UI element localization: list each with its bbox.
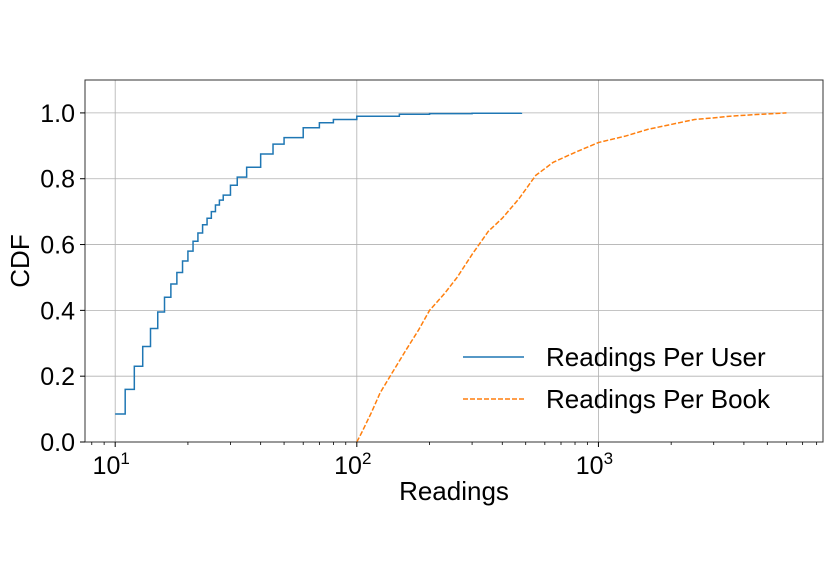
y-tick-label: 0.4 xyxy=(40,297,75,325)
x-tick-exponent: 2 xyxy=(362,449,371,468)
legend: Readings Per User Readings Per Book xyxy=(463,342,771,414)
y-tick-label: 0.8 xyxy=(40,166,75,194)
x-tick-base: 10 xyxy=(334,452,362,480)
x-tick-label: 101 xyxy=(93,449,130,480)
series-lines xyxy=(115,112,787,443)
series-line-readings-per-book xyxy=(356,112,787,443)
x-tick-base: 10 xyxy=(576,452,604,480)
x-tick-exponent: 3 xyxy=(604,449,613,468)
x-tick-label: 103 xyxy=(576,449,613,480)
plot-frame xyxy=(84,79,824,443)
x-axis-label: Readings xyxy=(399,476,509,506)
series-line-readings-per-user xyxy=(115,112,523,415)
plot-background xyxy=(85,80,823,442)
y-tick-label: 1.0 xyxy=(40,100,75,128)
y-axis-label: CDF xyxy=(5,234,35,287)
legend-label-user: Readings Per User xyxy=(546,342,766,372)
y-tick-label: 0.6 xyxy=(40,232,75,260)
x-tick-exponent: 1 xyxy=(120,449,129,468)
x-tick-label: 102 xyxy=(334,449,371,480)
y-tick-label: 0.0 xyxy=(40,429,75,457)
legend-label-book: Readings Per Book xyxy=(546,384,771,414)
x-tick-base: 10 xyxy=(93,452,121,480)
y-tick-label: 0.2 xyxy=(40,363,75,391)
